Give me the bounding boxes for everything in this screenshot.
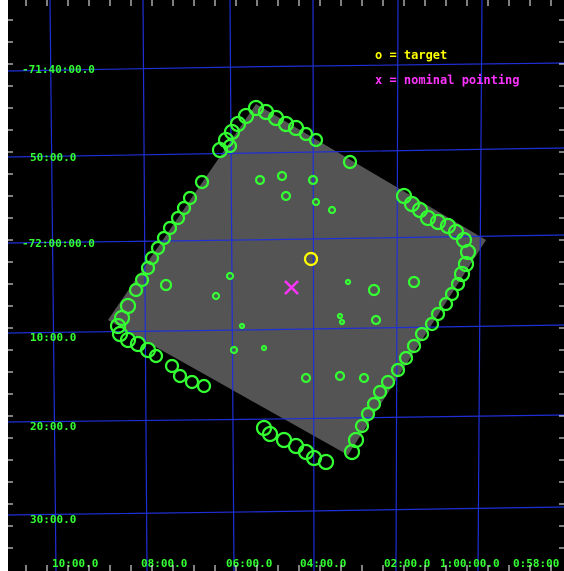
dec-line-5 — [8, 414, 564, 423]
source-circle — [159, 278, 173, 292]
ra-line-5 — [395, 0, 399, 571]
legend-target: o = target — [375, 48, 447, 62]
source-circle — [406, 338, 422, 354]
source-circle — [444, 286, 460, 302]
source-circle — [150, 240, 166, 256]
source-circle — [358, 372, 370, 384]
dec-label-3: 10:00.0 — [30, 331, 76, 344]
source-circle — [366, 396, 382, 412]
source-circle — [300, 372, 312, 384]
source-circle — [459, 243, 477, 261]
source-circle — [222, 138, 238, 154]
source-circle — [398, 350, 414, 366]
source-circle — [238, 322, 246, 330]
dec-label-0: -71:40:00.0 — [22, 63, 95, 76]
ra-label-6: 0:58:00 — [513, 557, 559, 570]
source-circle — [424, 316, 440, 332]
source-circle — [430, 306, 446, 322]
sky-image: o = target x = nominal pointing -71:40:0… — [8, 0, 564, 571]
axis-ticks — [8, 0, 564, 571]
source-circle — [307, 174, 319, 186]
source-circle — [119, 331, 137, 349]
ra-label-4: 02:00.0 — [384, 557, 430, 570]
source-circle — [414, 326, 430, 342]
source-circle — [261, 425, 279, 443]
source-circle — [367, 283, 381, 297]
source-circle — [407, 275, 421, 289]
source-circle — [336, 312, 344, 320]
source-circle — [211, 291, 221, 301]
source-circle — [429, 213, 447, 231]
source-circle — [360, 406, 376, 422]
source-circle — [372, 384, 388, 400]
dec-label-1: 50:00.0 — [30, 151, 76, 164]
source-circle — [260, 344, 268, 352]
source-circle — [343, 443, 361, 461]
source-circles — [109, 99, 477, 471]
source-circle — [182, 190, 198, 206]
ra-line-3 — [229, 0, 235, 571]
legend-pointing: x = nominal pointing — [375, 73, 520, 87]
source-circle — [450, 276, 466, 292]
source-circle — [170, 210, 186, 226]
source-circle — [196, 378, 212, 394]
source-circle — [225, 271, 235, 281]
source-circle — [380, 374, 396, 390]
dec-line-4 — [8, 324, 564, 334]
source-circle — [438, 296, 454, 312]
ra-label-3: 04:00.0 — [300, 557, 346, 570]
source-circle — [134, 272, 150, 288]
ra-line-4 — [312, 0, 315, 571]
source-circle — [140, 260, 156, 276]
source-circle — [334, 370, 346, 382]
source-circle — [229, 345, 239, 355]
source-circle — [164, 358, 180, 374]
dec-line-3 — [8, 234, 564, 244]
ra-label-0: 10:00.0 — [52, 557, 98, 570]
dec-label-5: 30:00.0 — [30, 513, 76, 526]
source-circle — [370, 314, 382, 326]
source-circle — [162, 220, 178, 236]
source-circle — [148, 348, 164, 364]
ra-label-1: 08:00.0 — [141, 557, 187, 570]
dec-line-2 — [8, 147, 564, 158]
target-marker — [303, 251, 319, 267]
source-circle — [176, 200, 192, 216]
source-circle — [308, 132, 324, 148]
ra-line-6 — [477, 0, 483, 571]
source-circle — [277, 115, 295, 133]
source-circle — [390, 362, 406, 378]
nominal-pointing-marker — [284, 280, 299, 295]
source-circle — [276, 170, 288, 182]
source-circle — [247, 99, 265, 117]
source-circle — [254, 174, 266, 186]
ra-label-5: 1:00:00.0 — [440, 557, 500, 570]
source-circle — [184, 374, 200, 390]
source-circle — [298, 126, 314, 142]
source-circle — [109, 317, 127, 335]
source-circle — [128, 282, 144, 298]
source-circle — [327, 205, 337, 215]
source-circle — [338, 318, 346, 326]
source-circle — [280, 190, 292, 202]
source-circle — [113, 309, 131, 327]
source-circle — [311, 197, 321, 207]
source-circle — [344, 278, 352, 286]
source-circle — [354, 418, 370, 434]
source-circle — [342, 154, 358, 170]
dec-label-4: 20:00.0 — [30, 420, 76, 433]
source-circle — [457, 255, 475, 273]
dec-line-1 — [8, 62, 564, 72]
dec-label-2: -72:00:00.0 — [22, 237, 95, 250]
source-circle — [156, 230, 172, 246]
source-circle — [419, 209, 437, 227]
ra-label-2: 06:00.0 — [226, 557, 272, 570]
ra-line-1 — [49, 0, 57, 571]
dec-line-6 — [8, 506, 564, 516]
source-circle — [317, 453, 335, 471]
source-circle — [172, 368, 188, 384]
source-circle — [194, 174, 210, 190]
